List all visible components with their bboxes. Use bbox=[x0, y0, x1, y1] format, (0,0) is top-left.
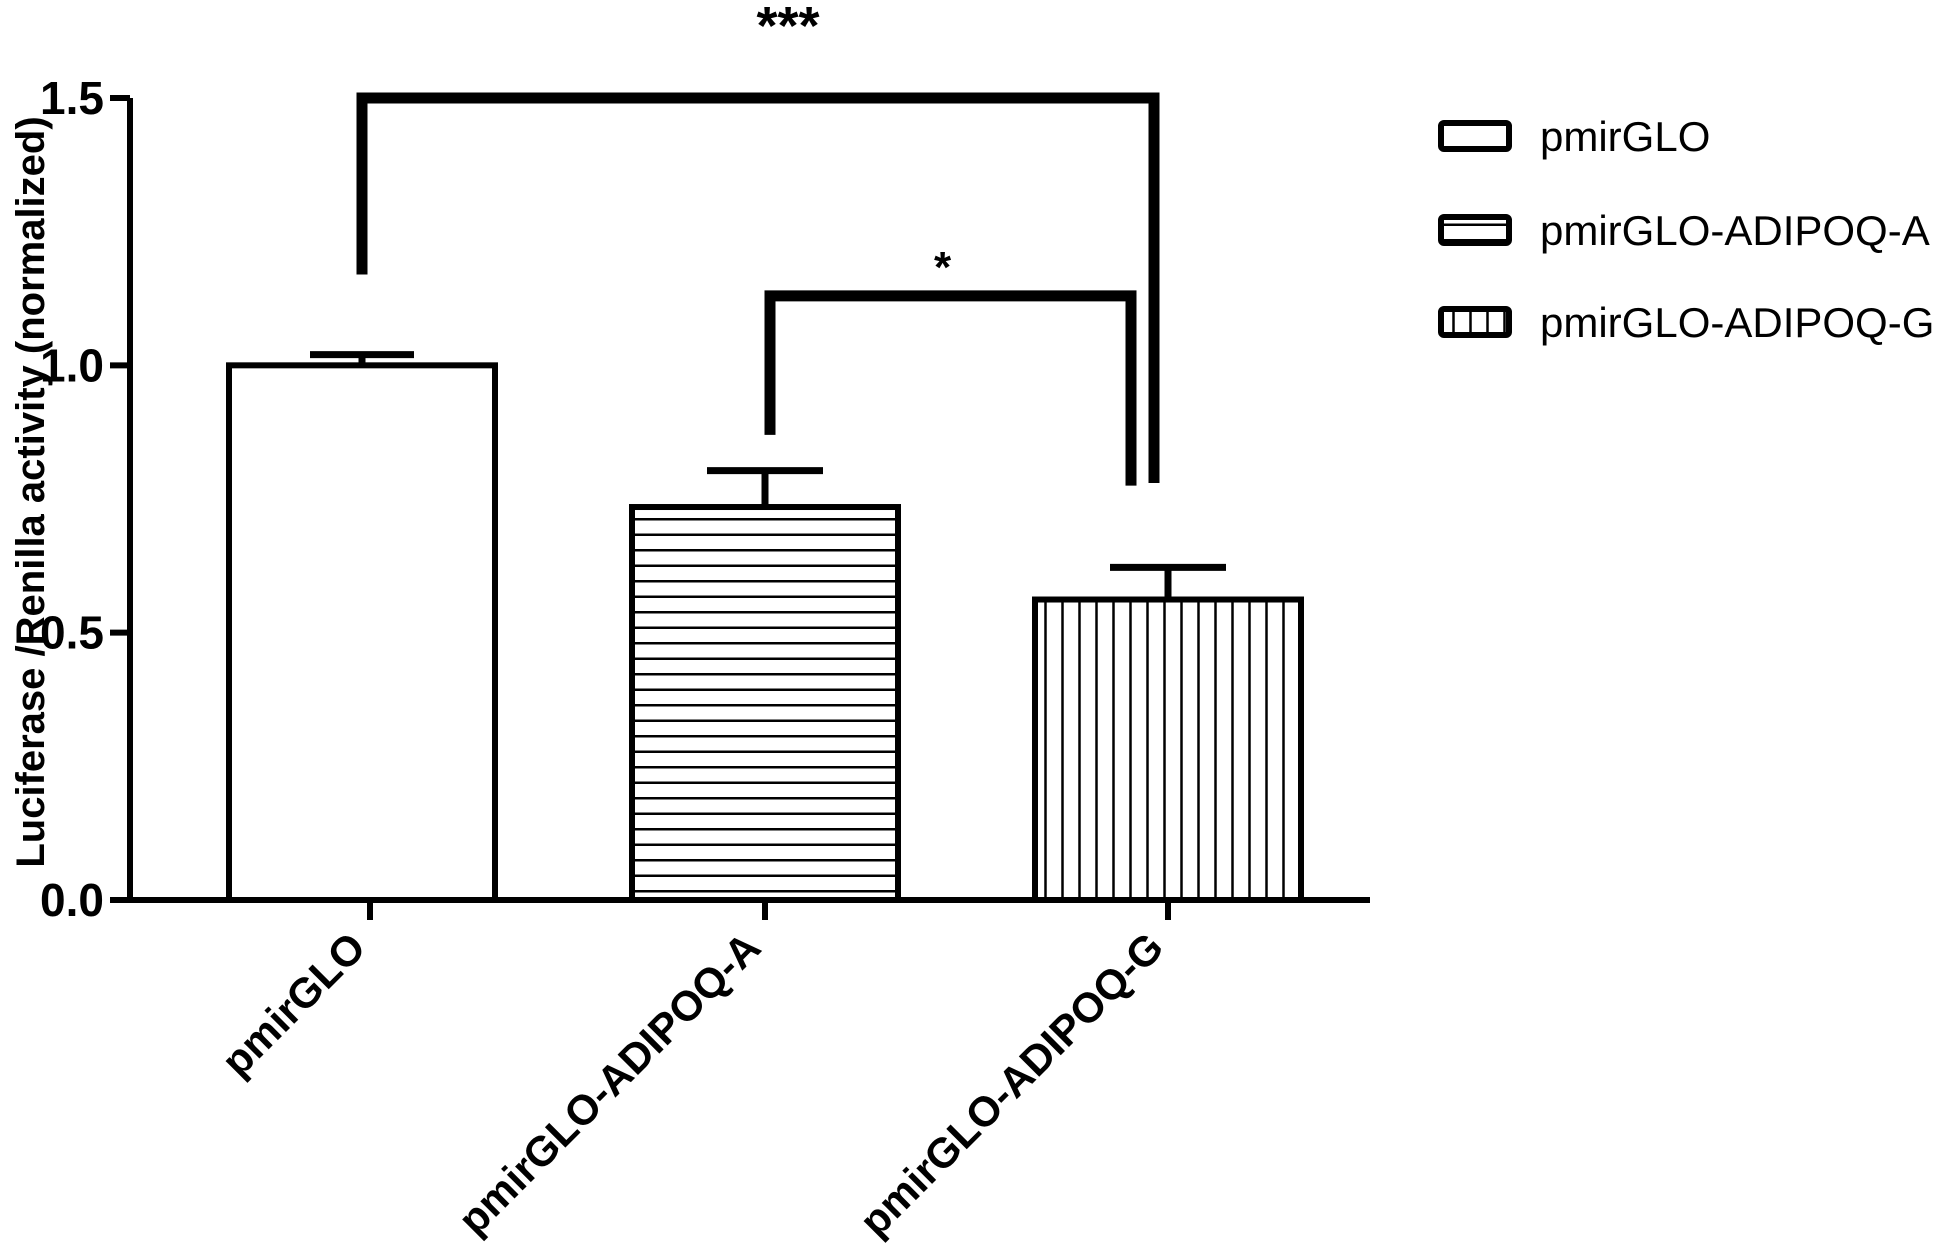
axes bbox=[127, 98, 1370, 903]
y-axis-title: Luciferase /Renilla activity (normalized… bbox=[9, 116, 53, 867]
legend-swatch bbox=[1438, 214, 1512, 246]
y-tick-label: 1.0 bbox=[40, 339, 104, 391]
y-ticks: 0.0 0.5 1.0 1.5 bbox=[40, 72, 130, 926]
significance-label: * bbox=[934, 243, 952, 292]
x-ticks: pmirGLO pmirGLO-ADIPOQ-A pmirGLO-ADIPOQ-G bbox=[212, 900, 1172, 1245]
legend-label: pmirGLO bbox=[1540, 113, 1710, 160]
bars bbox=[226, 362, 1304, 904]
x-category-label: pmirGLO-ADIPOQ-G bbox=[850, 923, 1172, 1245]
legend-label: pmirGLO-ADIPOQ-A bbox=[1540, 207, 1930, 254]
x-category-label: pmirGLO bbox=[212, 923, 374, 1085]
x-category-label: pmirGLO-ADIPOQ-A bbox=[449, 923, 769, 1243]
significance-brackets: **** bbox=[356, 0, 1160, 486]
error-bars bbox=[310, 351, 1226, 600]
legend: pmirGLO pmirGLO-ADIPOQ-A pmirGLO-ADIPOQ-G bbox=[1438, 113, 1934, 346]
legend-swatch bbox=[1438, 120, 1512, 152]
legend-swatch bbox=[1438, 306, 1512, 338]
legend-label: pmirGLO-ADIPOQ-G bbox=[1540, 299, 1934, 346]
bar-1 bbox=[226, 362, 498, 904]
y-tick-label: 0.0 bbox=[40, 874, 104, 926]
bar-3 bbox=[1032, 596, 1304, 903]
bar-2 bbox=[629, 504, 901, 903]
y-tick-label: 0.5 bbox=[40, 607, 104, 659]
significance-label: *** bbox=[756, 0, 819, 56]
y-tick-label: 1.5 bbox=[40, 72, 104, 124]
significance-bracket bbox=[764, 290, 1137, 486]
